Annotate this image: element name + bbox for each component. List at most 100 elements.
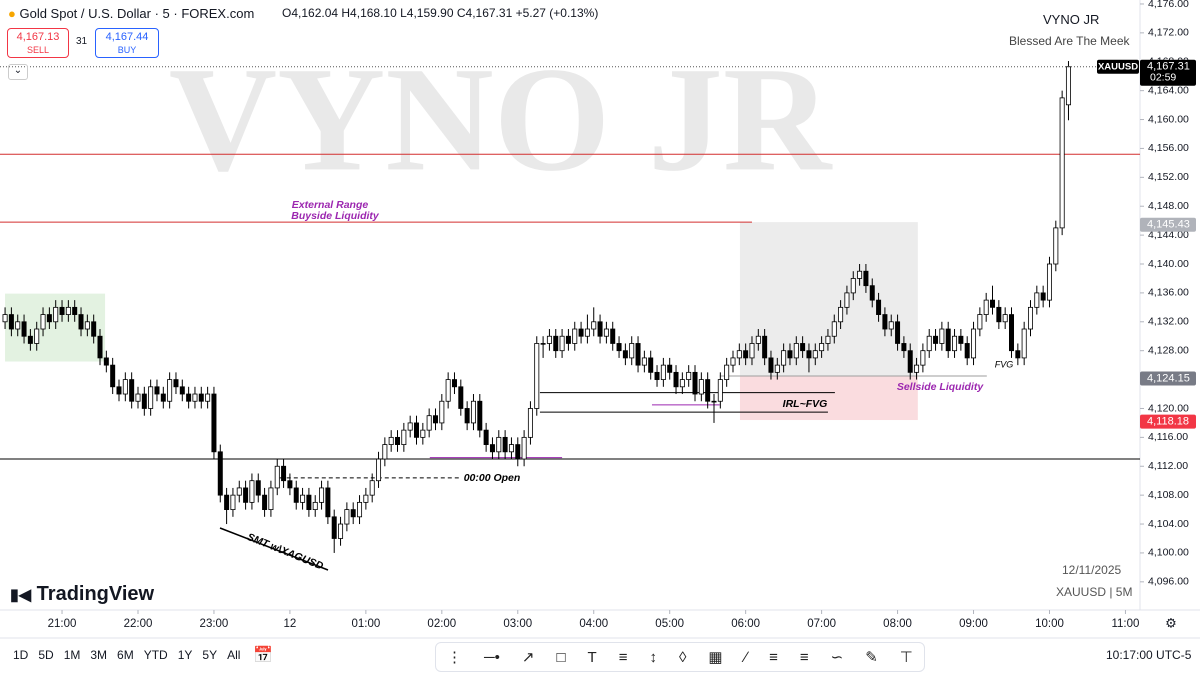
tool[interactable]: ↕ — [649, 648, 657, 666]
candle-body — [540, 343, 546, 345]
candle-body — [698, 379, 704, 395]
annotation: Sellside Liquidity — [897, 381, 985, 393]
buy-price: 4,167.44 — [105, 31, 149, 43]
range-button[interactable]: 1D — [13, 648, 29, 662]
tool[interactable]: ◊ — [678, 648, 687, 666]
candle-body — [420, 429, 426, 438]
x-tick-label: 07:00 — [807, 618, 836, 630]
range-button[interactable]: 1Y — [177, 648, 193, 662]
x-tick-label: 10:00 — [1035, 618, 1064, 630]
range-button[interactable]: 6M — [117, 648, 134, 662]
y-tick-label: 4,152.00 — [1148, 171, 1189, 183]
candle-body — [1065, 66, 1071, 106]
collapse-button[interactable]: ⌄ — [8, 64, 28, 80]
candle-body — [91, 321, 97, 337]
candle-body — [160, 393, 166, 402]
ohlc: O4,162.04 H4,168.10 L4,159.90 C4,167.31 … — [282, 6, 598, 20]
candle-body — [673, 371, 679, 388]
candle-body — [679, 379, 685, 388]
price-label-box — [1140, 371, 1196, 386]
annotation: SMT w\XAGUSD — [245, 531, 325, 573]
range-button[interactable]: All — [227, 648, 241, 662]
tool[interactable]: ▦ — [708, 649, 723, 666]
tool[interactable]: ≡ — [618, 648, 628, 666]
candle-body — [451, 379, 457, 388]
candle-body — [825, 335, 831, 344]
candle-body — [629, 343, 635, 359]
candle-body — [705, 379, 711, 402]
candle-body — [439, 400, 445, 424]
range-button[interactable]: 5D — [38, 648, 54, 662]
candle-body — [1002, 314, 1008, 323]
candle-body — [888, 321, 894, 330]
tool[interactable]: ∽ — [830, 649, 844, 666]
tool[interactable]: ✎ — [865, 649, 878, 666]
candle-body — [977, 314, 983, 330]
range-button[interactable]: 5Y — [202, 648, 218, 662]
candle-body — [502, 436, 508, 453]
y-tick-label: 4,120.00 — [1148, 402, 1189, 414]
x-tick-label: 12 — [284, 618, 297, 630]
y-tick-label: 4,176.00 — [1148, 0, 1189, 10]
candle-body — [591, 321, 597, 330]
candle-body — [1009, 314, 1015, 352]
candle-body — [521, 436, 527, 460]
candle-body — [1027, 306, 1033, 330]
date: 12/11/2025 — [1062, 563, 1122, 577]
candle-body — [382, 444, 388, 460]
range-button[interactable]: 3M — [90, 648, 108, 662]
tool[interactable]: ≡ — [769, 648, 778, 666]
tool[interactable]: ≡ — [799, 648, 809, 666]
range-button[interactable]: YTD — [143, 648, 168, 662]
candle-body — [654, 371, 660, 380]
range-picker[interactable]: 📅 — [253, 647, 273, 664]
tool[interactable]: □ — [556, 648, 566, 666]
low: L4,159.90 — [400, 6, 454, 20]
candle-body — [8, 314, 14, 330]
candle-body — [489, 444, 495, 453]
candle-body — [325, 487, 331, 518]
settings-icon: ⚙ — [1165, 615, 1177, 630]
tool[interactable]: ⋮ — [447, 649, 462, 666]
candle-body — [831, 321, 837, 337]
candle-body — [287, 480, 293, 489]
candle-body — [616, 343, 622, 352]
candle-body — [116, 386, 122, 395]
candle-body — [2, 314, 8, 323]
candle-body — [148, 386, 154, 409]
candle-body — [572, 328, 578, 344]
range-bar: 1D 5D 1M 3M 6M YTD 1Y 5Y All — [8, 640, 245, 670]
symbol-title: ● Gold Spot / U.S. Dollar · 5 · FOREX.co… — [8, 6, 255, 21]
annotation: 00:00 Open — [464, 472, 521, 484]
buy-button[interactable]: 4,167.44 BUY — [95, 28, 159, 58]
price-label-box — [1140, 217, 1196, 232]
candle-body — [597, 321, 603, 337]
candle-body — [407, 422, 413, 431]
x-tick-label: 05:00 — [655, 618, 684, 630]
sell-button[interactable]: 4,167.13 SELL — [7, 28, 69, 58]
annotation: FVG — [995, 359, 1014, 369]
candle-body — [546, 335, 552, 344]
tool[interactable]: ⊤ — [899, 649, 913, 666]
y-tick-label: 4,164.00 — [1148, 84, 1189, 96]
tool[interactable]: ∕ — [744, 648, 748, 666]
zone — [739, 375, 918, 421]
annotation: External Range — [292, 199, 369, 211]
candle-body — [876, 299, 882, 315]
tool[interactable]: ─• — [484, 648, 500, 666]
tool[interactable]: ↗ — [521, 649, 535, 666]
x-tick-label: 21:00 — [48, 618, 77, 630]
y-tick-label: 4,096.00 — [1148, 576, 1189, 588]
range-button[interactable]: 1M — [63, 648, 81, 662]
candle-body — [15, 321, 21, 330]
tool[interactable]: T — [587, 648, 597, 666]
candle-body — [224, 494, 230, 510]
candle-body — [534, 343, 540, 409]
ticker: XAUUSD — [1098, 61, 1138, 72]
candle-body — [477, 400, 483, 431]
candle-body — [53, 306, 59, 323]
zone — [739, 222, 918, 376]
symbol: Gold Spot / U.S. Dollar · 5 · FOREX.com — [19, 6, 255, 21]
candle-body — [217, 451, 223, 496]
candle-body — [268, 487, 274, 510]
